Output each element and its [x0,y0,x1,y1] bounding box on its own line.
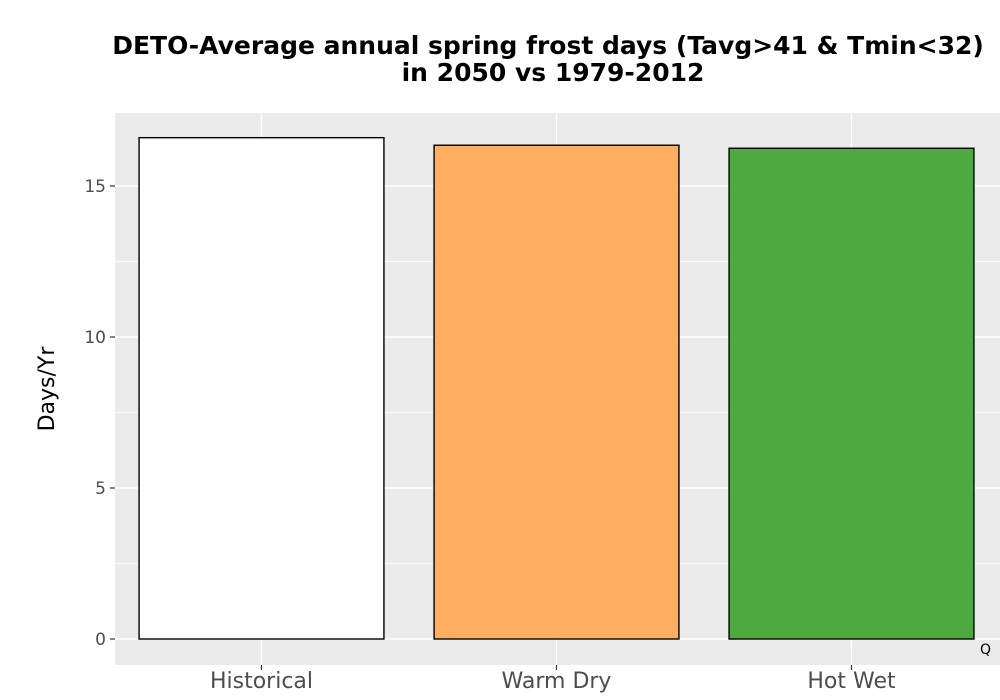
chart-title-line-1: DETO-Average annual spring frost days (T… [112,31,984,60]
chart-title: DETO-Average annual spring frost days (T… [112,31,984,87]
y-tick-label: 5 [95,479,106,499]
chart-title-line-2: in 2050 vs 1979-2012 [402,58,705,87]
x-tick-label: Warm Dry [502,669,612,694]
y-tick-label: 10 [84,328,106,348]
y-axis-title: Days/Yr [35,346,60,432]
bars [138,136,975,640]
y-axis: 0 5 10 15 [84,177,115,650]
y-tick-label: 15 [84,177,106,197]
corner-mark: Q [980,642,991,658]
x-tick-label: Historical [210,669,313,694]
x-axis: Historical Warm Dry Hot Wet [210,665,896,694]
bar-hot-wet [728,147,975,640]
bar-warm-dry [433,144,680,640]
y-tick-label: 0 [95,630,106,650]
x-tick-label: Hot Wet [807,669,896,694]
bar-historical [138,136,385,640]
